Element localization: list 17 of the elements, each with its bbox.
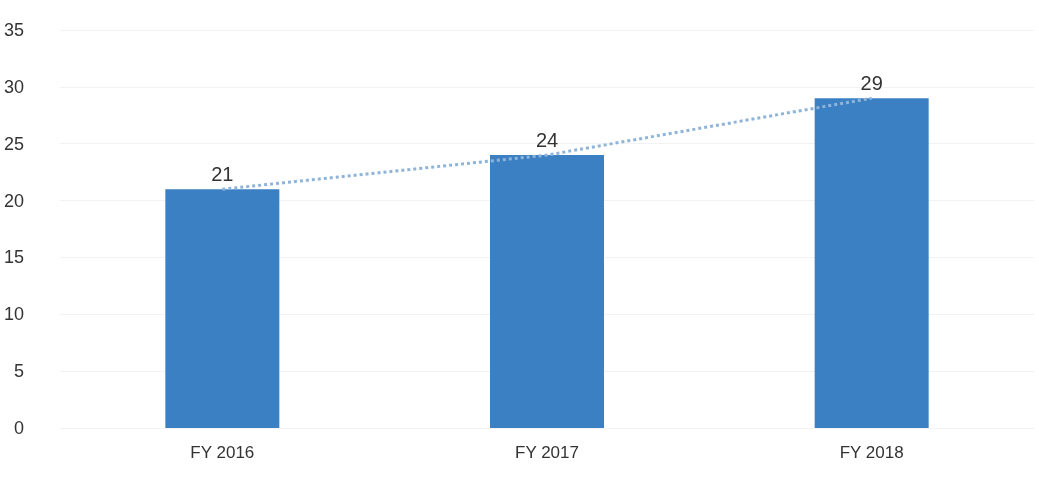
y-tick-label: 5	[13, 361, 24, 382]
y-tick-label: 20	[3, 190, 24, 211]
y-tick-label: 35	[3, 20, 24, 40]
bar	[165, 189, 280, 428]
bar	[814, 98, 929, 428]
y-tick-label: 10	[3, 304, 24, 325]
data-label: 24	[535, 129, 559, 152]
y-tick-label: 25	[3, 133, 24, 154]
y-tick-label: 15	[3, 247, 24, 268]
x-tick-label: FY 2018	[839, 443, 904, 462]
x-tick-label: FY 2017	[515, 443, 579, 462]
x-tick-label: FY 2016	[190, 443, 255, 462]
data-label: 29	[860, 72, 883, 95]
y-tick-label: 30	[3, 76, 24, 97]
y-tick-label: 0	[13, 418, 24, 438]
bar	[490, 155, 604, 428]
data-label: 21	[211, 163, 234, 186]
